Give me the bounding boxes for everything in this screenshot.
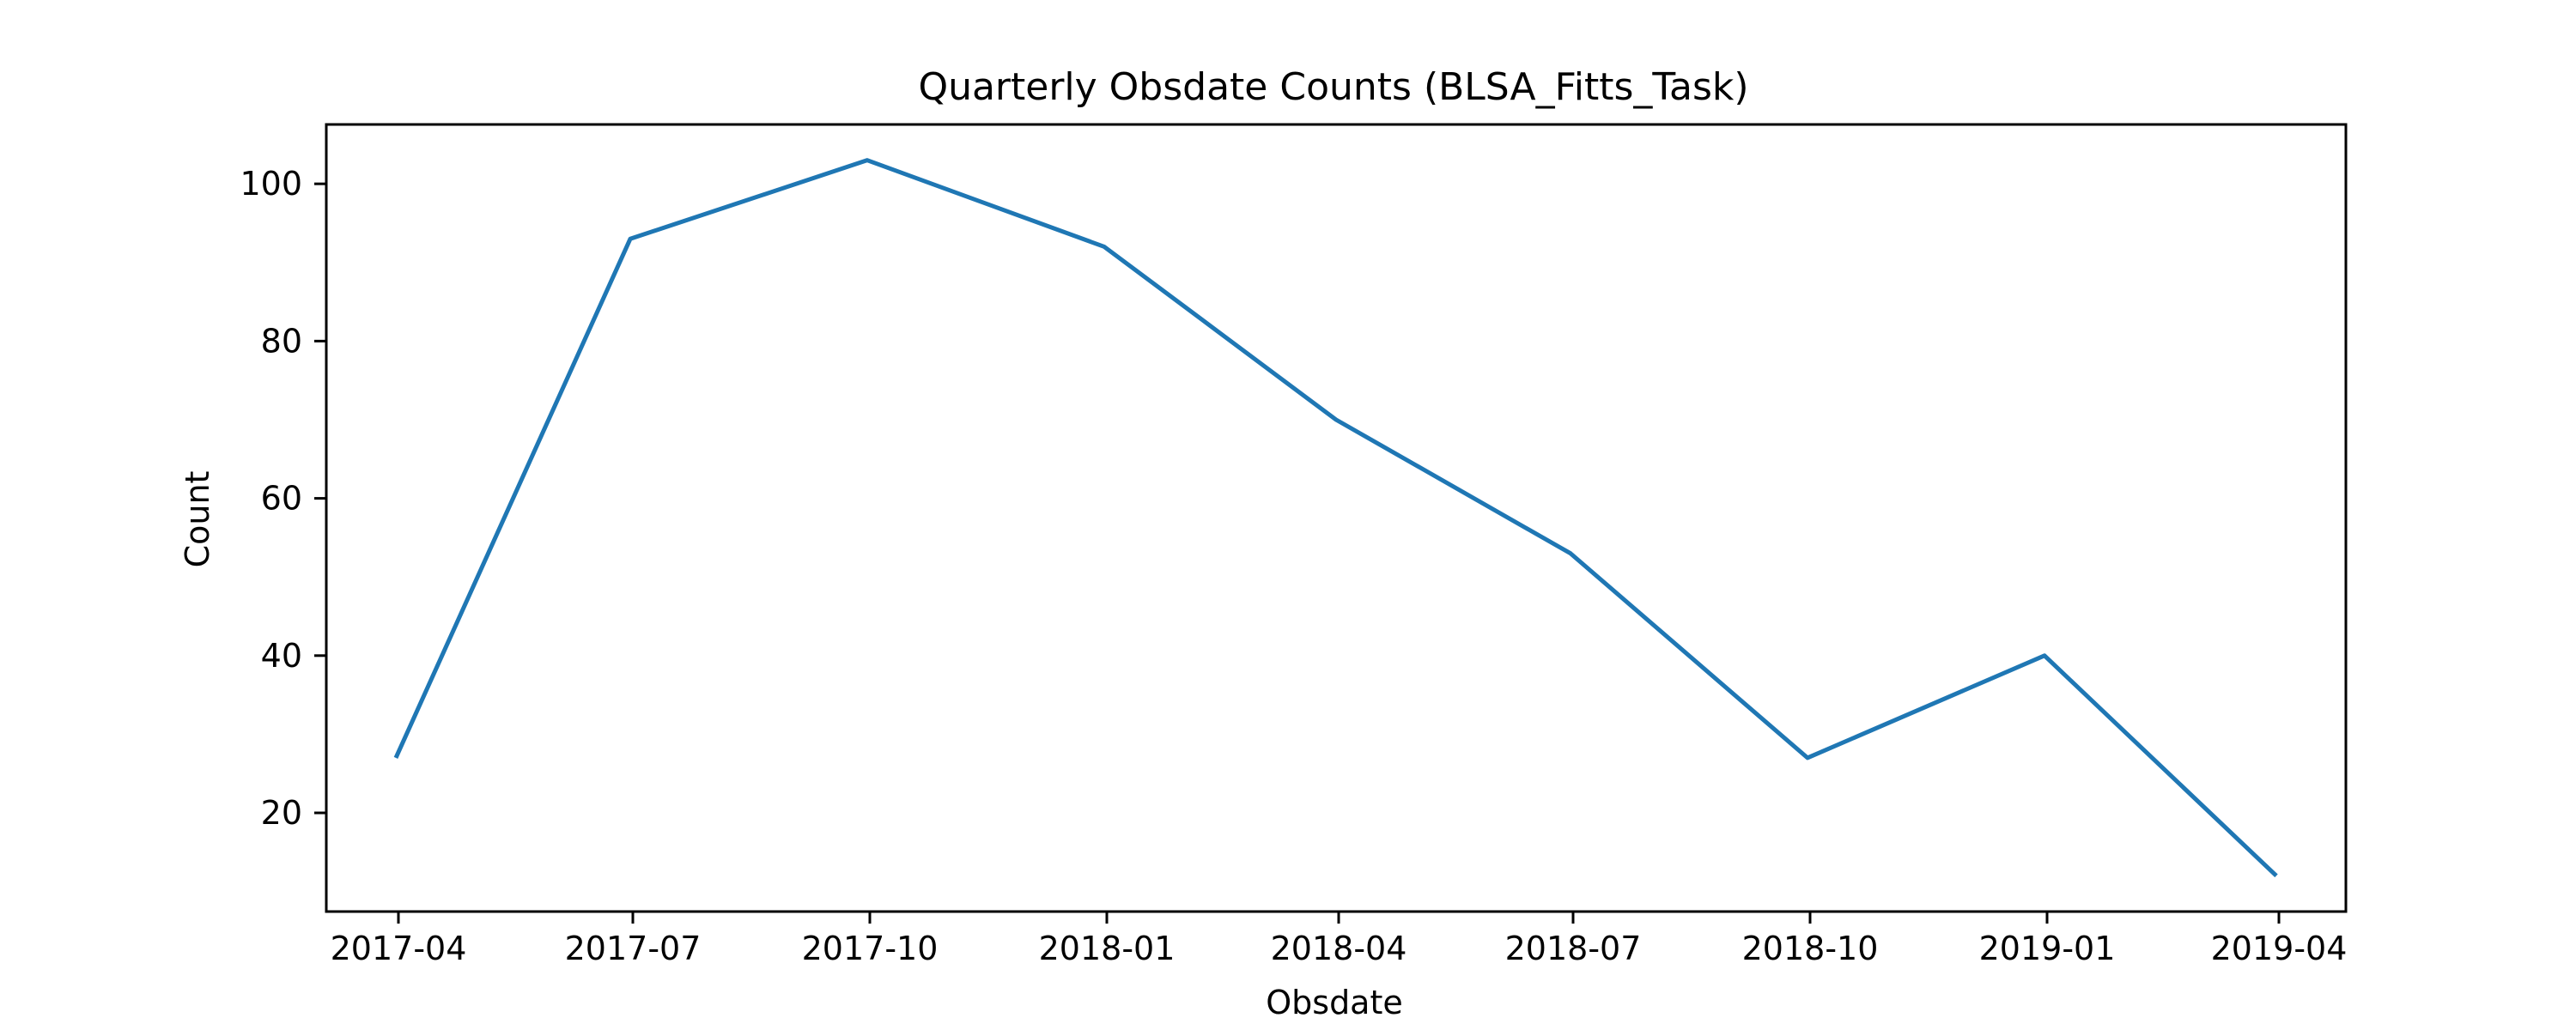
series-line-1	[393, 158, 2278, 878]
x-axis-label: Obsdate	[1266, 984, 1403, 1021]
x-tick-label: 2018-07	[1505, 930, 1642, 967]
x-tick-label: 2018-01	[1039, 930, 1176, 967]
x-axis: 2017-04 2017-07 2017-10 2018-01 2018-04 2018-…	[331, 912, 2348, 967]
y-tick-label: 20	[261, 794, 302, 832]
y-tick-label: 60	[261, 480, 302, 518]
x-tick-label: 2018-10	[1742, 930, 1879, 967]
chart-title: Quarterly Obsdate Counts (BLSA_Fitts_Tas…	[918, 65, 1748, 109]
series-layer	[393, 158, 2278, 878]
x-tick-label: 2017-04	[331, 930, 467, 967]
y-axis-label: Count	[179, 471, 216, 568]
x-tick-label: 2019-04	[2211, 930, 2348, 967]
y-tick-label: 100	[240, 165, 302, 203]
x-tick-label: 2017-07	[565, 930, 702, 967]
y-tick-label: 40	[261, 637, 302, 675]
y-axis: 20 40 60 80 100	[240, 165, 326, 832]
x-tick-label: 2019-01	[1979, 930, 2116, 967]
x-tick-label: 2018-04	[1271, 930, 1407, 967]
y-tick-label: 80	[261, 322, 302, 360]
plot-area	[325, 123, 2348, 913]
axes-frame	[325, 123, 2348, 913]
x-tick-label: 2017-10	[802, 930, 939, 967]
